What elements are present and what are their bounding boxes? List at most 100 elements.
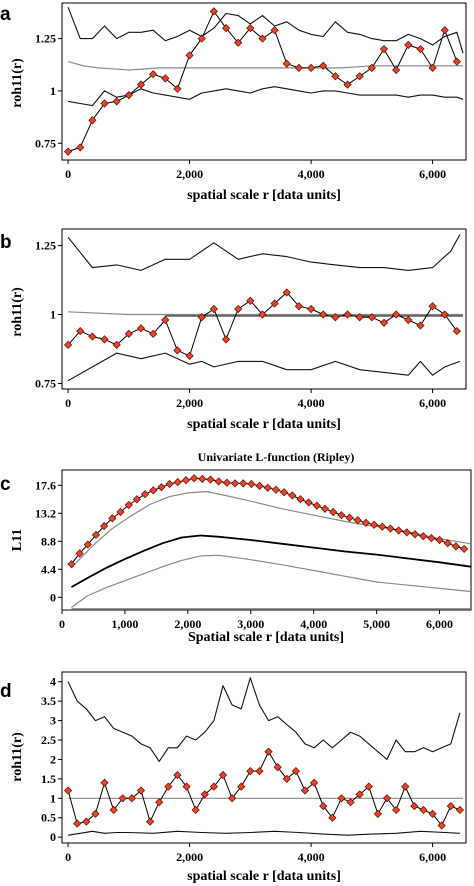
data-point-c-15 (190, 474, 199, 483)
data-point-c-3 (91, 530, 101, 540)
data-point-d-30 (337, 794, 346, 803)
series-upper-line-a (67, 7, 464, 54)
data-point-d-39 (419, 805, 428, 815)
data-point-c-16 (198, 474, 207, 484)
x-tick-label-a-2: 4,000 (298, 167, 325, 181)
x-tick-label-a-0: 0 (65, 167, 71, 181)
data-point-d-32 (355, 790, 364, 799)
data-point-d-11 (164, 782, 173, 791)
series-observed-line-b (67, 291, 458, 357)
data-point-b-18 (282, 288, 291, 297)
x-tick-label-c-4: 4,000 (300, 617, 327, 631)
panel-c: Univariate L-function (Ripley) c 0 1,000 2… (0, 450, 472, 645)
data-point-a-16 (258, 34, 267, 43)
data-point-d-36 (392, 805, 401, 815)
data-point-a-13 (221, 24, 231, 33)
data-point-d-5 (109, 805, 118, 815)
data-point-a-8 (161, 74, 170, 83)
data-point-c-12 (165, 479, 174, 489)
data-point-b-17 (270, 299, 279, 308)
panel-letter-b: b (0, 232, 12, 253)
y-tick-label-d-3: 1.5 (41, 772, 56, 786)
x-tick-label-c-1: 1,000 (111, 617, 138, 631)
data-point-c-14 (181, 476, 191, 485)
panel-a: a 0 2,000 4,000 6,000 0.75 1 1.25 spatial sca… (0, 2, 467, 203)
x-tick-label-c-5: 5,000 (363, 617, 390, 631)
plot-area-b (61, 228, 467, 390)
data-point-b-23 (343, 310, 352, 319)
x-tick-label-b-3: 6,000 (419, 396, 446, 410)
y-tick-label-d-4: 2 (50, 752, 56, 766)
y-tick-label-c-3: 13.2 (35, 506, 56, 520)
data-point-d-27 (310, 778, 319, 787)
data-point-d-8 (136, 786, 146, 795)
x-tick-label-a-1: 2,000 (176, 167, 203, 181)
y-tick-label-a-2: 1.25 (35, 32, 56, 46)
data-point-a-24 (355, 72, 364, 81)
data-point-c-10 (149, 486, 158, 495)
data-point-d-18 (228, 794, 237, 803)
x-axis-title-d: spatial scale r [data units] (187, 869, 341, 884)
data-point-d-9 (145, 817, 155, 826)
data-point-b-10 (185, 351, 194, 360)
data-point-d-40 (428, 809, 437, 818)
y-ticks-a: 0.75 1 1.25 (35, 32, 62, 150)
data-point-c-21 (239, 479, 248, 488)
y-ticks-d: 0 0.5 1 1.5 2 2.5 3 3.5 4 (41, 675, 62, 844)
data-point-c-39 (386, 524, 395, 533)
data-point-d-19 (237, 782, 246, 791)
x-ticks-b: 0 2,000 4,000 6,000 (65, 389, 446, 410)
data-point-c-24 (263, 483, 272, 492)
x-tick-label-d-1: 2,000 (176, 850, 203, 864)
data-point-d-35 (382, 794, 392, 803)
data-point-b-22 (331, 313, 340, 322)
data-point-a-17 (270, 26, 279, 35)
data-point-d-4 (100, 778, 109, 787)
data-point-d-0 (63, 786, 73, 795)
data-point-c-48 (459, 544, 469, 554)
data-point-b-21 (319, 310, 328, 319)
series-observed-line-a (67, 10, 458, 153)
series-mean-line-b (68, 311, 463, 316)
data-point-c-29 (304, 498, 313, 507)
y-tick-label-a-1: 1 (50, 84, 56, 98)
data-point-b-12 (209, 304, 218, 314)
data-point-d-41 (437, 821, 446, 830)
data-point-d-17 (218, 770, 228, 780)
data-point-b-8 (161, 315, 170, 325)
data-point-d-16 (209, 782, 218, 791)
data-point-c-42 (410, 530, 420, 539)
data-point-b-31 (440, 310, 449, 319)
x-tick-label-a-3: 6,000 (419, 167, 446, 181)
chart-title-c: Univariate L-function (Ripley) (198, 450, 355, 464)
data-point-a-30 (428, 63, 437, 72)
data-point-d-42 (446, 801, 455, 811)
panel-letter-d: d (0, 681, 12, 702)
y-ticks-c: 0 4.4 8.8 13.2 17.6 (35, 478, 62, 604)
series-lower-line-b (67, 352, 461, 382)
data-point-a-29 (416, 44, 425, 54)
x-tick-label-d-0: 0 (65, 850, 71, 864)
data-point-c-32 (329, 507, 338, 517)
data-point-b-19 (294, 302, 304, 311)
data-point-d-43 (455, 805, 465, 815)
data-point-c-44 (427, 533, 436, 543)
data-point-d-38 (410, 801, 419, 811)
data-point-a-10 (185, 51, 194, 60)
data-point-c-0 (67, 560, 76, 569)
data-point-d-23 (273, 763, 282, 772)
x-axis-title-c: Spatial scale r [data units] (188, 630, 344, 645)
y-tick-label-d-7: 3.5 (41, 694, 56, 708)
data-point-c-46 (443, 539, 452, 548)
data-point-c-45 (435, 535, 444, 545)
y-axis-title-d: roh11(r) (10, 732, 25, 782)
data-point-c-9 (140, 490, 150, 499)
data-point-a-14 (234, 38, 243, 47)
marks-c (67, 474, 472, 610)
data-point-c-36 (361, 518, 371, 527)
y-tick-label-c-0: 0 (50, 590, 56, 604)
data-point-a-12 (209, 7, 218, 16)
data-point-a-11 (197, 34, 206, 43)
data-point-c-4 (100, 521, 109, 531)
